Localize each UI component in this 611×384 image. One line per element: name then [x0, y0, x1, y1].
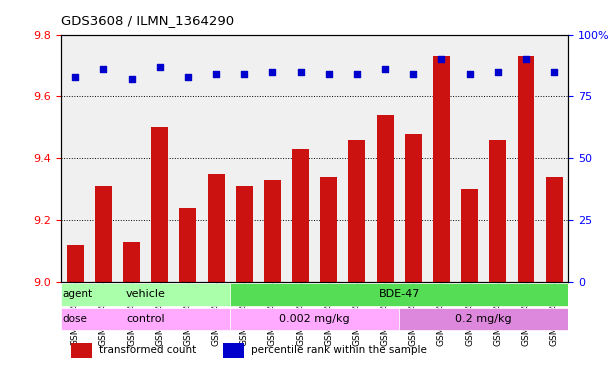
Bar — [461, 189, 478, 282]
Text: dose: dose — [62, 314, 87, 324]
Bar — [320, 177, 337, 282]
Bar — [405, 134, 422, 282]
Bar — [71, 343, 92, 358]
Point — [465, 71, 475, 77]
Point — [408, 71, 418, 77]
FancyBboxPatch shape — [61, 308, 230, 330]
Point — [549, 69, 559, 75]
Bar — [489, 140, 507, 282]
Bar — [518, 56, 535, 282]
Text: percentile rank within the sample: percentile rank within the sample — [251, 345, 427, 355]
Bar — [180, 208, 196, 282]
Bar — [348, 140, 365, 282]
Bar — [152, 127, 168, 282]
Bar — [376, 115, 393, 282]
Point — [493, 69, 503, 75]
Point — [352, 71, 362, 77]
FancyBboxPatch shape — [230, 308, 399, 330]
Text: vehicle: vehicle — [126, 290, 166, 300]
Point — [98, 66, 108, 72]
Bar — [264, 180, 281, 282]
Text: agent: agent — [62, 290, 93, 300]
Point — [324, 71, 334, 77]
FancyBboxPatch shape — [230, 283, 568, 306]
Point — [183, 74, 193, 80]
Point — [126, 76, 136, 82]
Point — [436, 56, 446, 62]
Bar — [236, 186, 253, 282]
Bar — [67, 245, 84, 282]
Point — [296, 69, 306, 75]
Text: GDS3608 / ILMN_1364290: GDS3608 / ILMN_1364290 — [61, 14, 234, 27]
FancyBboxPatch shape — [61, 283, 230, 306]
Point — [268, 69, 277, 75]
Text: control: control — [126, 314, 165, 324]
Text: transformed count: transformed count — [99, 345, 196, 355]
Point — [211, 71, 221, 77]
Text: 0.2 mg/kg: 0.2 mg/kg — [455, 314, 512, 324]
Bar — [224, 343, 244, 358]
Text: 0.002 mg/kg: 0.002 mg/kg — [279, 314, 350, 324]
Bar — [433, 56, 450, 282]
Bar — [123, 242, 140, 282]
Point — [70, 74, 80, 80]
Point — [240, 71, 249, 77]
Point — [380, 66, 390, 72]
Point — [521, 56, 531, 62]
FancyBboxPatch shape — [399, 308, 568, 330]
Bar — [208, 174, 224, 282]
Bar — [292, 149, 309, 282]
Point — [155, 64, 164, 70]
Text: BDE-47: BDE-47 — [378, 290, 420, 300]
Bar — [95, 186, 112, 282]
Bar — [546, 177, 563, 282]
